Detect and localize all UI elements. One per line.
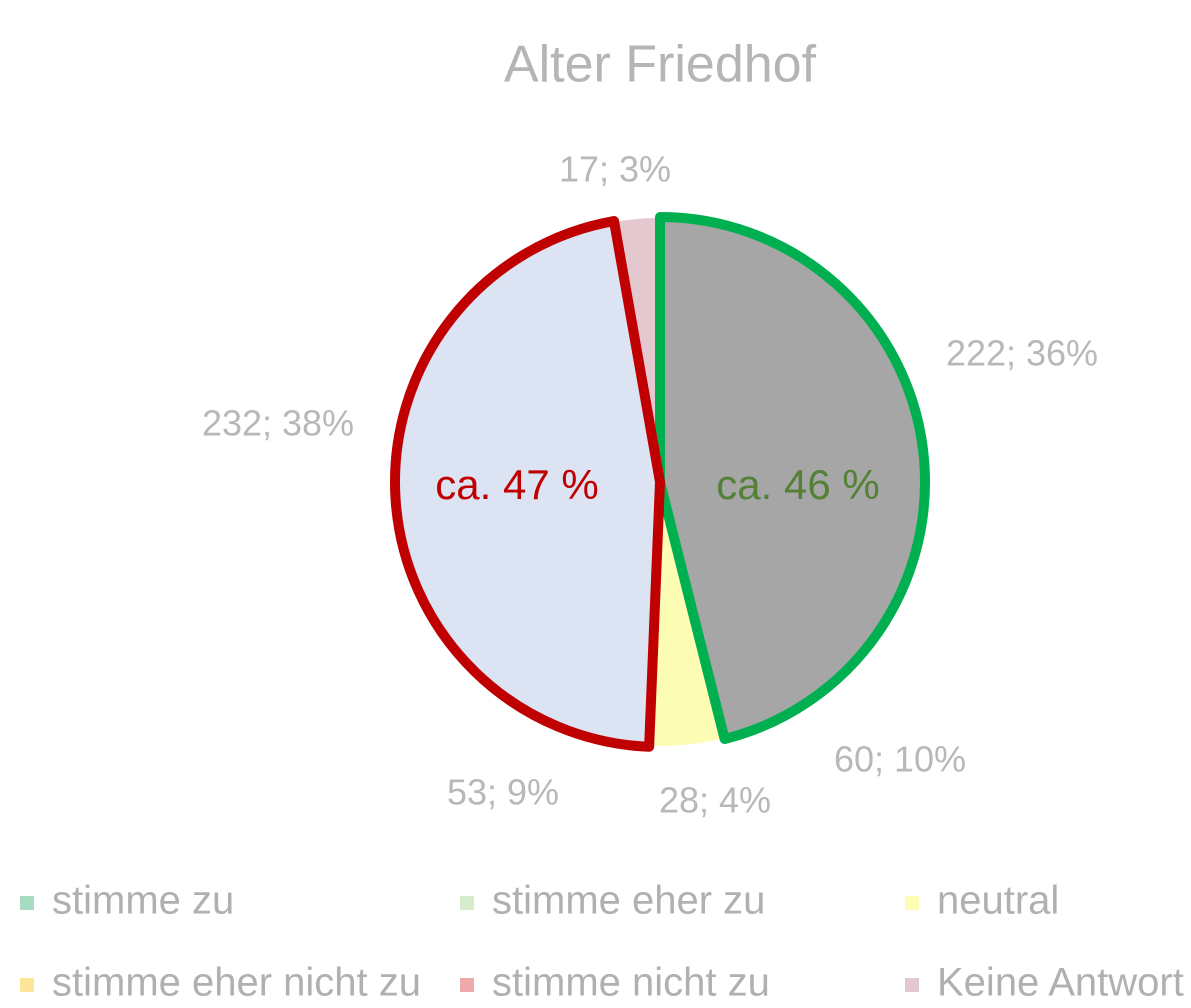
data-label: 17; 3% — [559, 149, 671, 190]
data-label: 53; 9% — [447, 772, 559, 813]
legend-marker — [20, 896, 34, 910]
legend-marker — [905, 896, 919, 910]
legend-marker — [905, 978, 919, 992]
legend-marker — [460, 978, 474, 992]
annotation: ca. 47 % — [435, 461, 598, 508]
data-label: 232; 38% — [202, 403, 354, 444]
data-label: 222; 36% — [946, 333, 1098, 374]
legend-label: neutral — [937, 879, 1059, 923]
chart-title: Alter Friedhof — [504, 36, 817, 94]
legend-marker — [460, 896, 474, 910]
legend-marker — [20, 978, 34, 992]
legend-label: stimme eher zu — [492, 879, 765, 923]
annotation-area — [390, 216, 665, 752]
data-label: 28; 4% — [659, 780, 771, 821]
legend-label: stimme nicht zu — [492, 961, 770, 1005]
legend-label: stimme zu — [52, 879, 234, 923]
annotation: ca. 46 % — [716, 461, 879, 508]
data-label: 60; 10% — [834, 739, 966, 780]
annotation-area — [655, 212, 930, 744]
legend-label: Keine Antwort — [937, 961, 1184, 1005]
legend-label: stimme eher nicht zu — [52, 961, 421, 1005]
